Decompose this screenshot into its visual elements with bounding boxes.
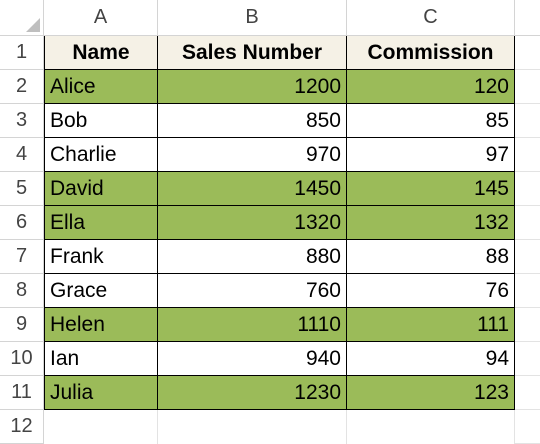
row-header-2[interactable]: 2: [0, 70, 44, 104]
table-cell-sales[interactable]: 850: [158, 104, 347, 138]
table-header-cell[interactable]: Sales Number: [158, 36, 347, 70]
table-cell-sales[interactable]: 1320: [158, 206, 347, 240]
table-cell-sales[interactable]: 1230: [158, 376, 347, 410]
gridline: [515, 205, 540, 206]
table-cell-name[interactable]: Grace: [44, 274, 158, 308]
table-cell-sales[interactable]: 1450: [158, 172, 347, 206]
gridline: [515, 103, 540, 104]
table-cell-commission[interactable]: 145: [347, 172, 515, 206]
row-header-4[interactable]: 4: [0, 138, 44, 172]
table-cell-name[interactable]: Ian: [44, 342, 158, 376]
table-cell-commission[interactable]: 120: [347, 70, 515, 104]
row-header-11[interactable]: 11: [0, 376, 44, 410]
row-header-5[interactable]: 5: [0, 172, 44, 206]
table-header-cell[interactable]: Commission: [347, 36, 515, 70]
gridline: [515, 137, 540, 138]
table-cell-name[interactable]: Julia: [44, 376, 158, 410]
table-cell-name[interactable]: David: [44, 172, 158, 206]
table-header-cell[interactable]: Name: [44, 36, 158, 70]
table-cell-name[interactable]: Alice: [44, 70, 158, 104]
gridline: [515, 341, 540, 342]
table-cell-name[interactable]: Frank: [44, 240, 158, 274]
table-cell-sales[interactable]: 1200: [158, 70, 347, 104]
select-all-triangle-icon: [26, 18, 40, 32]
gridline: [515, 307, 540, 308]
select-all-button[interactable]: [0, 0, 44, 36]
gridline: [515, 69, 540, 70]
row-header-12[interactable]: 12: [0, 410, 44, 444]
table-cell-sales[interactable]: 940: [158, 342, 347, 376]
table-cell-commission[interactable]: 85: [347, 104, 515, 138]
table-cell-commission[interactable]: 76: [347, 274, 515, 308]
table-cell-commission[interactable]: 123: [347, 376, 515, 410]
gridline: [515, 171, 540, 172]
table-cell-name[interactable]: Ella: [44, 206, 158, 240]
row-header-3[interactable]: 3: [0, 104, 44, 138]
gridline: [515, 409, 540, 410]
row-header-9[interactable]: 9: [0, 308, 44, 342]
gridline: [157, 410, 158, 444]
table-cell-sales[interactable]: 760: [158, 274, 347, 308]
column-header-a[interactable]: A: [44, 0, 158, 36]
row-header-1[interactable]: 1: [0, 36, 44, 70]
table-cell-commission[interactable]: 97: [347, 138, 515, 172]
table-cell-commission[interactable]: 88: [347, 240, 515, 274]
gridline: [346, 410, 347, 444]
table-cell-name[interactable]: Helen: [44, 308, 158, 342]
gridline: [515, 375, 540, 376]
table-cell-commission[interactable]: 132: [347, 206, 515, 240]
row-header-10[interactable]: 10: [0, 342, 44, 376]
table-cell-commission[interactable]: 111: [347, 308, 515, 342]
table-cell-sales[interactable]: 1110: [158, 308, 347, 342]
gridline: [515, 273, 540, 274]
gridline: [515, 239, 540, 240]
table-cell-commission[interactable]: 94: [347, 342, 515, 376]
table-cell-name[interactable]: Charlie: [44, 138, 158, 172]
row-header-6[interactable]: 6: [0, 206, 44, 240]
table-cell-sales[interactable]: 880: [158, 240, 347, 274]
table-cell-sales[interactable]: 970: [158, 138, 347, 172]
row-header-8[interactable]: 8: [0, 274, 44, 308]
column-header-c[interactable]: C: [347, 0, 515, 36]
gridline: [514, 410, 515, 444]
column-header-d-partial[interactable]: [515, 0, 540, 36]
column-header-b[interactable]: B: [158, 0, 347, 36]
row-header-7[interactable]: 7: [0, 240, 44, 274]
table-cell-name[interactable]: Bob: [44, 104, 158, 138]
